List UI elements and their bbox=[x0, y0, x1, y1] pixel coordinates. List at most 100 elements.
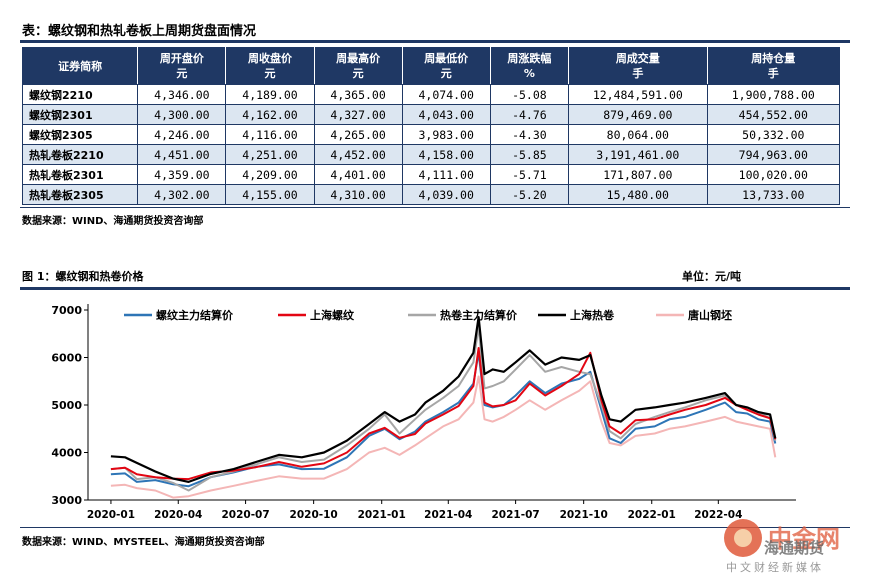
table-cell: 4,039.00 bbox=[401, 184, 491, 205]
table-cell: -5.71 bbox=[489, 164, 570, 185]
futures-table: 证券简称 周开盘价元周收盘价元周最高价元周最低价元周涨跌幅% 周成交量手周持仓量手 … bbox=[21, 47, 841, 205]
table-cell: 3,983.00 bbox=[401, 124, 491, 145]
legend-label-1: 上海螺纹 bbox=[310, 308, 355, 322]
table-row: 热轧卷板2301 4,359.00 4,209.00 4,401.00 4,111.00… bbox=[21, 164, 841, 185]
table-cell: 4,359.00 bbox=[137, 164, 227, 185]
table-row: 热轧卷板2210 4,451.00 4,251.00 4,452.00 4,158.00… bbox=[21, 144, 841, 165]
column-header: 证券简称 bbox=[21, 47, 139, 85]
table-cell: 4,310.00 bbox=[313, 184, 403, 205]
y-tick-label: 3000 bbox=[51, 494, 82, 507]
table-cell: -4.30 bbox=[489, 124, 570, 145]
table-row: 螺纹钢2305 4,246.00 4,116.00 4,265.00 3,983.00-… bbox=[21, 124, 841, 145]
table-cell: 4,365.00 bbox=[313, 84, 403, 105]
table-cell: 4,300.00 bbox=[137, 104, 227, 125]
y-tick-label: 5000 bbox=[51, 399, 82, 412]
figure-title: 图 1：螺纹钢和热卷价格 bbox=[22, 270, 144, 283]
table-cell: 13,733.00 bbox=[706, 184, 841, 205]
legend-label-2: 热卷主力结算价 bbox=[440, 308, 518, 322]
table-cell: 80,064.00 bbox=[568, 124, 708, 145]
column-header: 周收盘价元 bbox=[225, 47, 315, 85]
column-header: 周最高价元 bbox=[313, 47, 403, 85]
column-header: 周成交量手 bbox=[568, 47, 708, 85]
watermark-logo-icon bbox=[724, 519, 762, 557]
table-cell: 12,484,591.00 bbox=[568, 84, 708, 105]
table-cell: 454,552.00 bbox=[706, 104, 841, 125]
table-cell: 15,480.00 bbox=[568, 184, 708, 205]
table-cell: 4,327.00 bbox=[313, 104, 403, 125]
table-cell: 4,452.00 bbox=[313, 144, 403, 165]
table-cell: 4,401.00 bbox=[313, 164, 403, 185]
table-cell: 794,963.00 bbox=[706, 144, 841, 165]
column-header: 周最低价元 bbox=[401, 47, 491, 85]
table-cell: 171,807.00 bbox=[568, 164, 708, 185]
table-cell: 4,346.00 bbox=[137, 84, 227, 105]
x-tick-label: 2022-04 bbox=[694, 509, 742, 521]
table-cell: 4,158.00 bbox=[401, 144, 491, 165]
x-tick-label: 2020-04 bbox=[154, 509, 202, 521]
series-line-2 bbox=[110, 325, 777, 492]
x-tick-label: 2021-10 bbox=[560, 509, 608, 521]
x-tick-label: 2021-01 bbox=[358, 509, 406, 521]
table-source-note: 数据来源：WIND、海通期货投资咨询部 bbox=[22, 216, 204, 227]
figure-unit: 单位：元/吨 bbox=[682, 270, 742, 283]
contract-name-cell: 热轧卷板2210 bbox=[21, 144, 139, 165]
table-cell: 4,189.00 bbox=[225, 84, 315, 105]
table-cell: 4,246.00 bbox=[137, 124, 227, 145]
x-tick-label: 2020-10 bbox=[290, 509, 338, 521]
price-line-chart: 3000 4000 5000 6000 7000 2020-01 2020-04 2020-0… bbox=[51, 304, 796, 521]
table-cell: 4,162.00 bbox=[225, 104, 315, 125]
table-body: 螺纹钢2210 4,346.00 4,189.00 4,365.00 4,074.00-… bbox=[21, 84, 841, 205]
series-line-0 bbox=[110, 351, 777, 488]
table-cell: 3,191,461.00 bbox=[568, 144, 708, 165]
figure-top-rule bbox=[20, 287, 850, 290]
table-cell: 4,251.00 bbox=[225, 144, 315, 165]
table-cell: 4,043.00 bbox=[401, 104, 491, 125]
column-header: 周涨跌幅% bbox=[489, 47, 570, 85]
series-line-3 bbox=[110, 316, 777, 483]
contract-name-cell: 螺纹钢2305 bbox=[21, 124, 139, 145]
watermark: 中金网 海通期货 中文财经新媒体 bbox=[718, 515, 878, 581]
y-tick-label: 6000 bbox=[51, 352, 82, 365]
series-line-4 bbox=[110, 375, 777, 499]
contract-name-cell: 热轧卷板2301 bbox=[21, 164, 139, 185]
figure-bottom-rule bbox=[20, 527, 850, 528]
legend-label-0: 螺纹主力结算价 bbox=[156, 308, 234, 322]
table-bottom-rule bbox=[20, 207, 850, 208]
table-cell: 4,451.00 bbox=[137, 144, 227, 165]
table-cell: -4.76 bbox=[489, 104, 570, 125]
table-cell: -5.08 bbox=[489, 84, 570, 105]
table-cell: 4,265.00 bbox=[313, 124, 403, 145]
x-tick-label: 2022-01 bbox=[628, 509, 676, 521]
figure-source-note: 数据来源：WIND、MYSTEEL、海通期货投资咨询部 bbox=[22, 537, 265, 548]
table-cell: -5.20 bbox=[489, 184, 570, 205]
table-row: 螺纹钢2301 4,300.00 4,162.00 4,327.00 4,043.00-… bbox=[21, 104, 841, 125]
x-tick-label: 2020-07 bbox=[221, 509, 269, 521]
contract-name-cell: 螺纹钢2210 bbox=[21, 84, 139, 105]
table-cell: 50,332.00 bbox=[706, 124, 841, 145]
table-row: 螺纹钢2210 4,346.00 4,189.00 4,365.00 4,074.00-… bbox=[21, 84, 841, 105]
table-cell: 4,111.00 bbox=[401, 164, 491, 185]
x-tick-label: 2021-04 bbox=[424, 509, 472, 521]
table-row: 热轧卷板2305 4,302.00 4,155.00 4,310.00 4,039.00… bbox=[21, 184, 841, 205]
legend-label-3: 上海热卷 bbox=[570, 308, 615, 322]
column-header: 周开盘价元 bbox=[137, 47, 227, 85]
table-cell: 4,116.00 bbox=[225, 124, 315, 145]
table-cell: 1,900,788.00 bbox=[706, 84, 841, 105]
x-tick-label: 2021-07 bbox=[492, 509, 540, 521]
table-header-row: 证券简称 周开盘价元周收盘价元周最高价元周最低价元周涨跌幅% 周成交量手周持仓量手 bbox=[21, 47, 841, 85]
table-cell: 4,302.00 bbox=[137, 184, 227, 205]
table-cell: 879,469.00 bbox=[568, 104, 708, 125]
series-line-1 bbox=[110, 347, 777, 481]
table-cell: 4,155.00 bbox=[225, 184, 315, 205]
y-tick-label: 4000 bbox=[51, 447, 82, 460]
contract-name-cell: 螺纹钢2301 bbox=[21, 104, 139, 125]
table-cell: 100,020.00 bbox=[706, 164, 841, 185]
contract-name-cell: 热轧卷板2305 bbox=[21, 184, 139, 205]
table-cell: 4,209.00 bbox=[225, 164, 315, 185]
table-title: 表：螺纹钢和热轧卷板上周期货盘面情况 bbox=[22, 24, 257, 39]
y-tick-label: 7000 bbox=[51, 304, 82, 317]
legend-label-4: 唐山钢坯 bbox=[688, 308, 732, 322]
x-tick-label: 2020-01 bbox=[87, 509, 135, 521]
column-header: 周持仓量手 bbox=[706, 47, 841, 85]
watermark-sub: 海通期货 bbox=[764, 539, 825, 557]
